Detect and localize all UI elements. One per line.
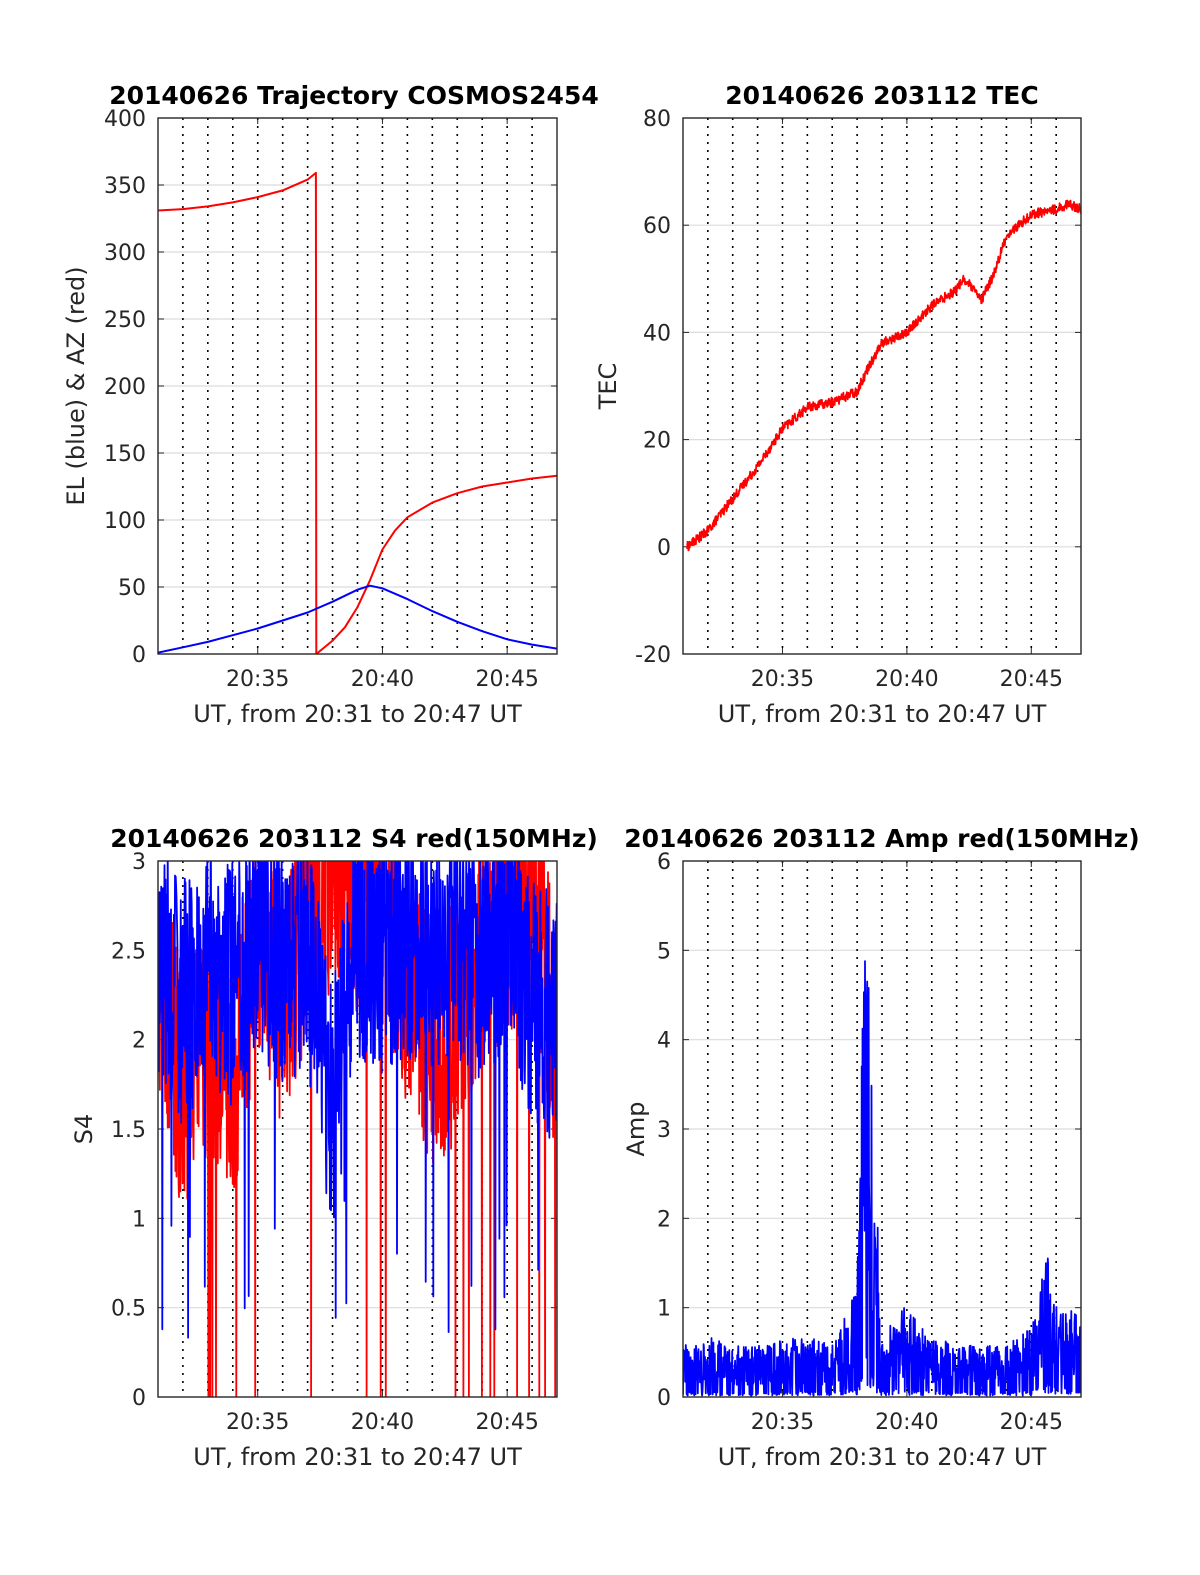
plot-area [158,861,557,1397]
y-tick-label: 3 [132,850,146,875]
x-tick-label: 20:40 [351,1410,414,1435]
axes-box [157,117,558,655]
x-tick-label: 20:45 [1000,1410,1063,1435]
series-line-blue [158,861,557,1339]
x-axis-label: UT, from 20:31 to 20:47 UT [193,700,522,728]
y-tick-label: 0 [657,536,671,561]
y-tick-label: 350 [104,174,146,199]
y-tick-label: 250 [104,308,146,333]
axes-box [682,860,1082,1398]
chart-panel-2: -20 0 20 40 60 80 20:35 20:40 20:45 20140626 2031… [594,81,1082,728]
y-tick-label: 2.5 [111,939,146,964]
x-tick-label: 20:45 [475,1410,538,1435]
y-tick-label: 2 [132,1029,146,1054]
chart-title: 20140626 203112 TEC [725,81,1038,110]
x-axis-label: UT, from 20:31 to 20:47 UT [718,1443,1047,1471]
chart-title: 20140626 Trajectory COSMOS2454 [109,81,599,110]
y-tick-label: 50 [118,576,146,601]
x-tick-label: 20:40 [351,667,414,692]
y-tick-label: 1.5 [111,1118,146,1143]
y-tick-label: 80 [643,107,671,132]
y-tick-label: 1 [657,1297,671,1322]
y-tick-label: 40 [643,321,671,346]
y-tick-label: 150 [104,442,146,467]
y-axis-label: TEC [594,363,622,411]
series-line-red [158,171,557,654]
x-tick-label: 20:35 [226,1410,289,1435]
y-tick-label: 3 [657,1118,671,1143]
plot-area [683,960,1081,1397]
y-tick-label: -20 [635,643,671,668]
axes-box [157,860,558,1398]
y-tick-label: 5 [657,939,671,964]
y-tick-label: 6 [657,850,671,875]
x-tick-label: 20:35 [751,667,814,692]
plot-area [158,171,557,654]
y-tick-label: 0 [132,1386,146,1411]
y-tick-label: 0 [132,643,146,668]
y-tick-label: 200 [104,375,146,400]
y-tick-label: 300 [104,241,146,266]
y-tick-label: 60 [643,214,671,239]
y-tick-label: 1 [132,1207,146,1232]
x-axis-label: UT, from 20:31 to 20:47 UT [718,700,1047,728]
series-line-red [686,199,1081,552]
x-tick-label: 20:45 [1000,667,1063,692]
chart-title: 20140626 203112 Amp red(150MHz) [624,824,1140,853]
y-axis-label: Amp [622,1101,650,1156]
y-tick-label: 0 [657,1386,671,1411]
y-tick-label: 100 [104,509,146,534]
y-axis-label: EL (blue) & AZ (red) [62,266,90,505]
series-line-blue [158,584,557,654]
x-tick-label: 20:35 [226,667,289,692]
y-tick-label: 400 [104,107,146,132]
plot-area [686,199,1081,552]
y-tick-label: 4 [657,1029,671,1054]
chart-panel-1: 0 50 100 150 200 250 300 350 400 20:35 20:40 20:45 2… [62,81,599,728]
x-tick-label: 20:45 [475,667,538,692]
y-tick-label: 20 [643,429,671,454]
chart-panel-4: 0 1 2 3 4 5 6 20:35 20:40 20:45 20140626 203112 Am… [622,824,1140,1471]
axes-box [682,117,1082,655]
x-tick-label: 20:35 [751,1410,814,1435]
series-line-blue [683,960,1081,1397]
chart-title: 20140626 203112 S4 red(150MHz) [110,824,598,853]
chart-panel-3: 0 0.5 1 1.5 2 2.5 3 20:35 20:40 20:45 20140626 203… [70,824,598,1471]
y-tick-label: 0.5 [111,1297,146,1322]
x-axis-label: UT, from 20:31 to 20:47 UT [193,1443,522,1471]
y-tick-label: 2 [657,1207,671,1232]
x-tick-label: 20:40 [875,1410,938,1435]
x-tick-label: 20:40 [875,667,938,692]
y-axis-label: S4 [70,1114,98,1145]
